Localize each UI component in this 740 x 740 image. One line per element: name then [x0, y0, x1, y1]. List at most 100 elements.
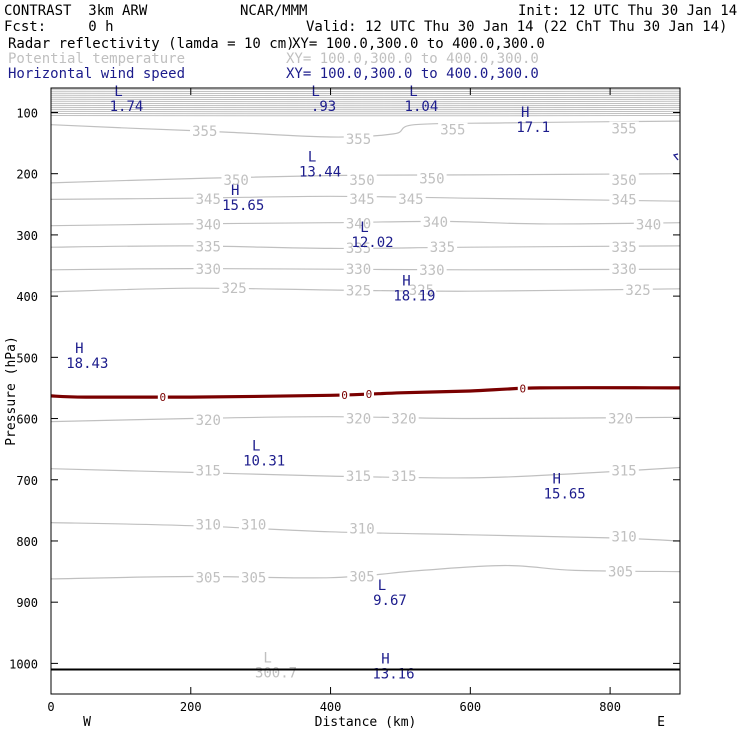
wind-extremum-letter: L: [114, 84, 122, 100]
theta-label-mask: [347, 569, 377, 584]
field-xy-reflectivity: XY= 100.0,300.0 to 400.0,300.0: [292, 36, 545, 52]
field-name-wind-speed: Horizontal wind speed: [8, 66, 186, 82]
theta-contour-325: [51, 287, 680, 293]
theta-label: 330: [611, 262, 636, 278]
theta-label-mask: [343, 240, 374, 255]
theta-contour-335: [51, 245, 680, 250]
theta-label: 305: [241, 571, 266, 587]
theta-label: 340: [346, 216, 371, 232]
theta-label-mask: [417, 171, 447, 186]
theta-label-mask: [193, 262, 223, 277]
wind-extremum-letter: H: [231, 183, 239, 199]
theta-label-mask: [609, 262, 639, 277]
theta-label: 335: [346, 241, 371, 257]
theta-label: 310: [611, 530, 636, 546]
theta-label: 320: [346, 412, 371, 428]
theta-label: 345: [398, 192, 423, 208]
theta-label-mask: [238, 517, 269, 532]
theta-label: 345: [349, 192, 374, 208]
theta-extremum-letter: L: [263, 650, 271, 666]
x-axis-label: Distance (km): [315, 715, 417, 730]
x-tick-label: 400: [320, 700, 342, 714]
zero-contour-label: 0: [519, 383, 526, 396]
wind-extremum-letter: H: [521, 105, 529, 121]
theta-label: 315: [346, 469, 371, 485]
theta-label: 305: [608, 565, 633, 581]
wind-extremum-letter: H: [381, 651, 389, 667]
wind-extremum-letter: H: [75, 341, 83, 357]
theta-label-mask: [605, 564, 636, 579]
theta-label: 355: [440, 123, 465, 139]
theta-label: 310: [349, 522, 374, 538]
theta-label-mask: [193, 191, 223, 206]
theta-label: 340: [636, 218, 661, 234]
theta-label-mask: [609, 463, 639, 478]
theta-label: 355: [346, 132, 371, 148]
theta-label: 320: [391, 412, 416, 428]
theta-label: 330: [346, 262, 371, 278]
zero-label-mask: [363, 387, 374, 400]
zero-label-mask: [517, 382, 528, 395]
wind-extremum-letter: L: [378, 578, 386, 594]
theta-label: 335: [611, 240, 636, 256]
theta-label: 315: [611, 464, 636, 480]
theta-label: 355: [192, 124, 217, 140]
theta-label-mask: [343, 216, 374, 231]
theta-label-mask: [605, 411, 636, 426]
wind-extremum-letter: L: [308, 149, 316, 165]
upper-level-theta-band: [51, 88, 680, 117]
y-tick-label: 700: [16, 474, 38, 488]
theta-label: 310: [241, 517, 266, 533]
field-name-reflectivity: Radar reflectivity (lamda = 10 cm): [8, 36, 295, 52]
theta-label: 305: [196, 571, 221, 587]
theta-label: 335: [196, 240, 221, 256]
theta-label-mask: [417, 262, 447, 277]
theta-label: 345: [196, 192, 221, 208]
init-time: Init: 12 UTC Thu 30 Jan 14: [518, 3, 738, 19]
theta-label: 330: [196, 262, 221, 278]
plot-axes: 100 200 300 400 500 600 700 800 900 1000 0 200 400 60…: [4, 87, 681, 730]
theta-label: 315: [196, 464, 221, 480]
theta-label-mask: [347, 172, 377, 187]
theta-contour-350: [51, 173, 680, 184]
y-tick-label: 1000: [9, 657, 38, 671]
theta-label-mask: [347, 521, 377, 536]
theta-label: 320: [196, 413, 221, 429]
theta-label: 325: [625, 283, 650, 299]
zero-label-mask: [339, 388, 350, 401]
theta-label: 300.7: [255, 666, 297, 682]
y-tick-label: 400: [16, 290, 38, 304]
theta-label-mask: [193, 412, 223, 427]
wind-extremum-value: 1.74: [110, 99, 144, 115]
theta-label: 350: [349, 173, 374, 189]
theta-label-mask: [343, 469, 374, 484]
theta-contour-340: [51, 220, 680, 227]
theta-label-mask: [190, 123, 220, 138]
x-tick-label: 600: [459, 700, 481, 714]
theta-contour-355: [51, 120, 680, 138]
theta-label-mask: [343, 411, 374, 426]
wind-extremum-value: 15.65: [544, 486, 586, 502]
theta-label-mask: [221, 172, 251, 187]
theta-label: 325: [221, 281, 246, 297]
theta-label-mask: [193, 463, 223, 478]
theta-label: 305: [349, 569, 374, 585]
theta-label-mask: [343, 131, 374, 146]
theta-label-mask: [427, 240, 458, 255]
wind-extremum-letter: H: [402, 274, 410, 290]
wind-extremum-value: 15.65: [222, 198, 264, 214]
theta-label-mask: [193, 239, 223, 254]
forecast-hour: Fcst: 0 h: [4, 19, 114, 35]
theta-label: 325: [346, 284, 371, 300]
theta-label-mask: [347, 191, 377, 206]
theta-label-mask: [609, 529, 639, 544]
theta-contour-320: [51, 416, 680, 423]
theta-label: 330: [419, 263, 444, 279]
theta-label: 350: [611, 173, 636, 189]
theta-label-mask: [406, 283, 437, 297]
theta-label: 350: [419, 172, 444, 188]
theta-label-mask: [343, 283, 374, 298]
